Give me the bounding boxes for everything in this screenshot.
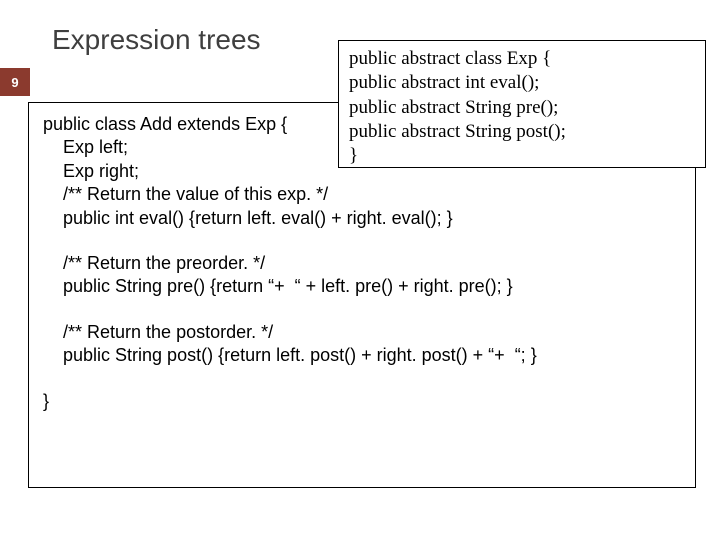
code-line: public abstract String pre(); xyxy=(349,96,695,120)
code-line: Exp right; xyxy=(43,161,139,181)
code-line: } xyxy=(349,144,695,168)
code-line: /** Return the preorder. */ xyxy=(43,253,265,273)
code-line: /** Return the postorder. */ xyxy=(43,322,273,342)
code-line: Exp left; xyxy=(43,137,128,157)
code-line: public String post() {return left. post(… xyxy=(43,345,537,365)
code-line: public abstract String post(); xyxy=(349,120,695,144)
code-line: public class Add extends Exp { xyxy=(43,114,287,134)
closing-brace: } xyxy=(43,390,681,413)
code-line: /** Return the value of this exp. */ xyxy=(43,184,328,204)
page-number-badge: 9 xyxy=(0,68,30,96)
code-line: public String pre() {return “+ “ + left.… xyxy=(43,276,513,296)
postorder-block: /** Return the postorder. */ public Stri… xyxy=(43,321,681,368)
code-line: public abstract class Exp { xyxy=(349,47,695,71)
abstract-class-box: public abstract class Exp { public abstr… xyxy=(338,40,706,168)
preorder-block: /** Return the preorder. */ public Strin… xyxy=(43,252,681,299)
code-line: public abstract int eval(); xyxy=(349,71,695,95)
code-line: public int eval() {return left. eval() +… xyxy=(43,208,453,228)
slide-title: Expression trees xyxy=(52,24,261,56)
